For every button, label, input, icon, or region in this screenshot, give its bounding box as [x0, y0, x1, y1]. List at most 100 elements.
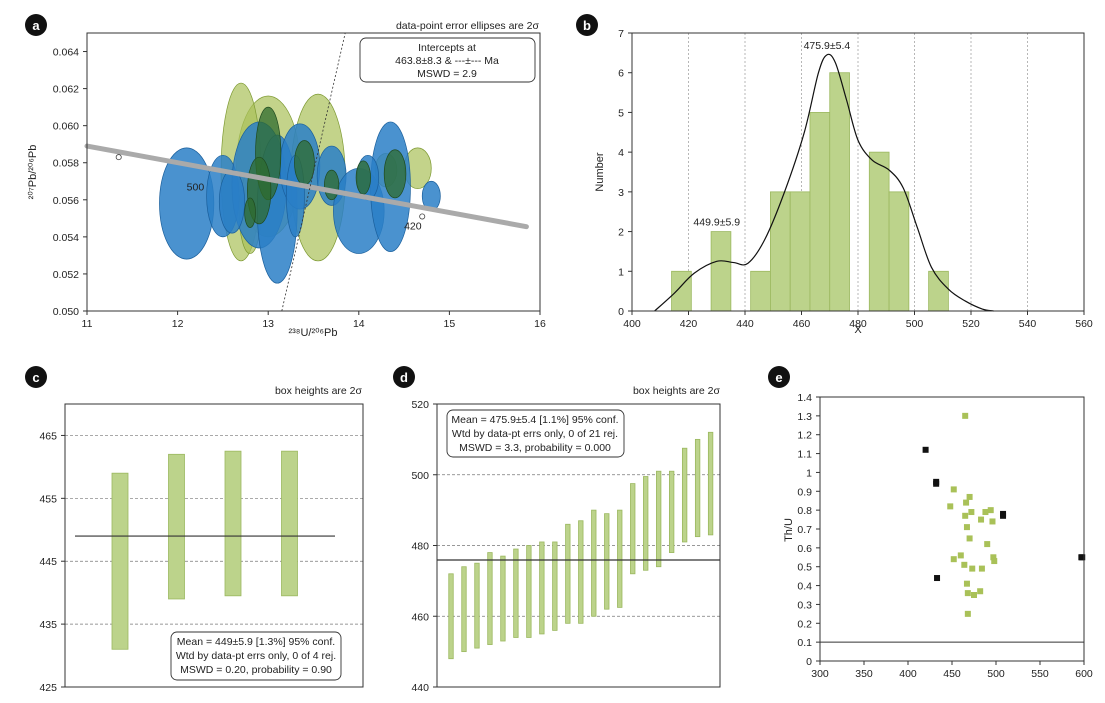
- panel-d-badge-label: d: [400, 370, 408, 385]
- panel-d-error-box: [604, 513, 610, 610]
- panel-c-note: box heights are 2σ: [275, 385, 363, 397]
- panel-a-x-tick-label: 11: [82, 318, 93, 330]
- panel-c-badge-label: c: [32, 370, 39, 385]
- panel-b-x-tick-label: 400: [623, 318, 641, 330]
- panel-e-point-green: [971, 592, 977, 598]
- panel-e-x-tick-label: 400: [899, 668, 917, 680]
- panel-d-error-box: [526, 545, 532, 638]
- panel-b-bar: [770, 191, 791, 312]
- panel-a-overlay: 500 420: [84, 32, 529, 312]
- panel-e-point-green: [989, 518, 996, 525]
- panel-e-point-green: [950, 556, 957, 563]
- panel-d-error-box: [578, 520, 584, 624]
- panel-a-x-tick-label: 12: [172, 318, 184, 330]
- panel-b-y-tick-label: 5: [618, 107, 624, 119]
- panel-a-y-ticks: 0.050 0.052 0.054 0.056 0.058 0.060 0.062 0.064: [53, 47, 87, 318]
- panel-d-error-box: [448, 573, 454, 660]
- panel-c-gridlines: [65, 435, 363, 625]
- panel-a-ellipse: [218, 169, 245, 234]
- panel-b-xlabel: X: [854, 324, 862, 336]
- panel-d-error-box: [643, 476, 649, 571]
- panel-e-y-tick-label: 0.7: [797, 524, 812, 536]
- panel-d-y-tick-label: 480: [411, 541, 429, 553]
- panel-d-legend-line-2: Wtd by data-pt errs only, 0 of 21 rej.: [452, 428, 618, 440]
- panel-a-x-tick-label: 14: [353, 318, 365, 330]
- panel-e-y-tick-label: 0.8: [797, 505, 812, 517]
- panel-e-ylabel: Th/U: [783, 518, 795, 542]
- panel-e-point-black: [933, 480, 940, 487]
- panel-a-badge: [25, 14, 47, 36]
- panel-b-gridlines: [688, 33, 1028, 311]
- panel-b-peak-labels: 475.9±5.4 449.9±5.9: [693, 40, 850, 229]
- panel-e-point-green: [957, 552, 964, 559]
- panel-c-error-box: [111, 472, 129, 650]
- panel-a-box-line-3: MSWD = 2.9: [417, 68, 477, 80]
- panel-a-x-ticks: 11 12 13 14 15 16: [82, 311, 546, 330]
- panel-e-point-green: [947, 503, 954, 510]
- panel-d-y-ticks: 440 460 480 500 520: [411, 399, 437, 694]
- panel-e-y-ticks: 0 0.1 0.2 0.3 0.4 0.5 0.6 0.7 0.8 0.9 1 1.1 1.2 1.3 1.…: [797, 392, 820, 668]
- panel-d-badge: [393, 366, 415, 388]
- panel-d-error-box: [500, 555, 506, 642]
- panel-c-badge: [25, 366, 47, 388]
- panel-e-x-ticks: 300 350 400 450 500 550 600: [811, 661, 1093, 680]
- panel-b-x-tick-label: 460: [793, 318, 811, 330]
- panel-e-y-tick-label: 1.4: [797, 392, 812, 404]
- panel-d-error-box: [591, 509, 597, 617]
- panel-e-y-tick-label: 0.3: [797, 599, 812, 611]
- panel-e-frame: [819, 396, 1085, 662]
- panel-a-x-tick-label: 16: [534, 318, 546, 330]
- panel-e-x-tick-label: 550: [1031, 668, 1049, 680]
- panel-d-error-box: [694, 438, 701, 538]
- panel-a-note: data-point error ellipses are 2σ: [396, 20, 540, 32]
- panel-e-x-tick-label: 500: [987, 668, 1005, 680]
- panel-a-x-tick-label: 15: [444, 318, 456, 330]
- panel-e-point-green: [950, 486, 957, 493]
- panel-e-point-green: [982, 509, 989, 516]
- panel-a-ellipse: [355, 160, 371, 195]
- panel-c-legend-box: [170, 631, 342, 681]
- panel-c-legend-line-2: Wtd by data-pt errs only, 0 of 4 rej.: [176, 650, 336, 662]
- panel-a-x-tick-label: 13: [262, 318, 274, 330]
- panel-e-y-tick-label: 0.9: [797, 486, 812, 498]
- panel-b-y-tick-label: 7: [618, 28, 624, 40]
- panel-e-x-tick-label: 450: [943, 668, 961, 680]
- panel-e-x-tick-label: 300: [811, 668, 829, 680]
- panel-b-x-tick-label: 520: [962, 318, 980, 330]
- panel-a-ellipse: [244, 197, 256, 228]
- panel-d-y-tick-label: 460: [411, 611, 429, 623]
- panel-c-legend-line-1: Mean = 449±5.9 [1.3%] 95% conf.: [177, 636, 335, 648]
- panel-e-point-green: [977, 588, 984, 595]
- panel-d-error-box: [669, 470, 675, 553]
- panel-d-error-box: [552, 541, 558, 631]
- panel-a-y-tick-label: 0.056: [53, 195, 79, 207]
- panel-e-point-green: [964, 590, 971, 597]
- panel-b: b 400 420 440 460 480 500 520 540 560 0 1 2 3 4 5 6 7 4…: [576, 14, 1093, 336]
- panel-b-ylabel: Number: [594, 152, 606, 191]
- panel-d-legend-box: [446, 409, 625, 458]
- panel-e-point-black: [1079, 554, 1086, 561]
- panel-e-point-black: [922, 446, 929, 453]
- panel-c: c box heights are 2σ 425 435 445 455 465 Mea…: [25, 366, 364, 694]
- panel-e-point-green: [964, 610, 971, 617]
- panel-d-boxes: [448, 431, 714, 660]
- panel-e-points: [922, 412, 1086, 617]
- panel-e-y-tick-label: 1.3: [797, 411, 812, 423]
- panel-e-point-black: [934, 575, 941, 582]
- panel-b-badge-label: b: [583, 18, 591, 33]
- panel-a-age-label: 420: [404, 220, 422, 232]
- panel-b-bar: [888, 191, 910, 312]
- panel-b-bar: [671, 270, 692, 312]
- panel-b-x-tick-label: 500: [906, 318, 924, 330]
- panel-b-y-tick-label: 0: [618, 306, 624, 318]
- panel-c-error-box: [224, 450, 242, 597]
- panel-a-age-marker: [115, 154, 122, 161]
- panel-c-y-tick-label: 435: [39, 619, 57, 631]
- panel-d-y-tick-label: 520: [411, 399, 429, 411]
- panel-d-legend-line-3: MSWD = 3.3, probability = 0.000: [459, 442, 611, 454]
- panel-e-point-green: [963, 524, 970, 531]
- panel-b-y-tick-label: 1: [618, 266, 624, 278]
- panel-e-y-tick-label: 0.2: [797, 618, 812, 630]
- panel-d-y-tick-label: 440: [411, 682, 429, 694]
